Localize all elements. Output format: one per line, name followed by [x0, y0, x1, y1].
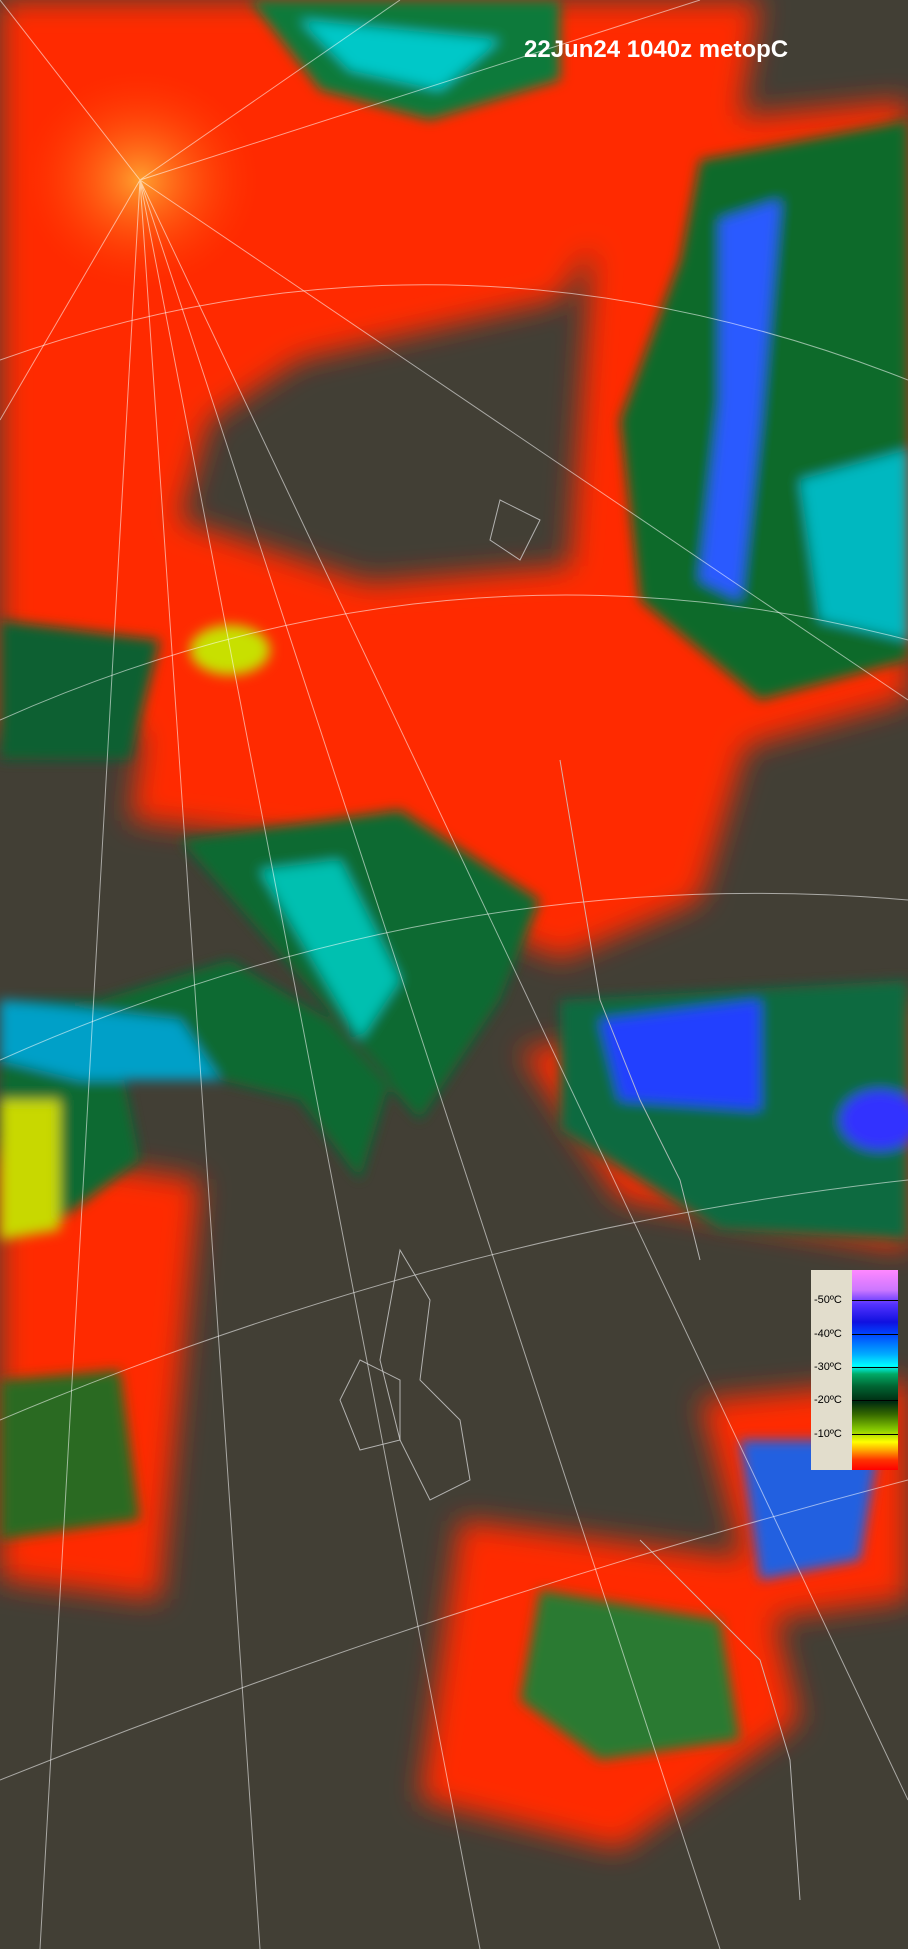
legend-labels: -50ºC -40ºC -30ºC -20ºC -10ºC: [811, 1270, 852, 1470]
coastlines: [339, 499, 801, 1901]
legend-tick: [852, 1400, 898, 1401]
legend-label: -40ºC: [814, 1328, 842, 1340]
legend-label: -20ºC: [814, 1394, 842, 1406]
legend-tick: [852, 1300, 898, 1301]
legend-label: -10ºC: [814, 1428, 842, 1440]
image-timestamp-title: 22Jun24 1040z metopC: [524, 36, 789, 63]
temperature-legend: -50ºC -40ºC -30ºC -20ºC -10ºC: [811, 1270, 898, 1470]
legend-tick: [852, 1367, 898, 1368]
legend-label: -50ºC: [814, 1294, 842, 1306]
legend-color-bar: [852, 1270, 898, 1470]
cold-cloud-layer: [0, 0, 908, 1760]
legend-tick: [852, 1434, 898, 1435]
legend-tick: [852, 1334, 898, 1335]
legend-label: -30ºC: [814, 1361, 842, 1373]
